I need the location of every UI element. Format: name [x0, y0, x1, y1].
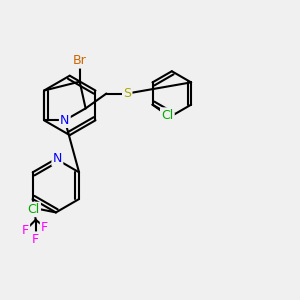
Text: F: F	[22, 224, 29, 237]
Text: Br: Br	[73, 54, 87, 67]
Text: F: F	[32, 233, 39, 246]
Text: N: N	[53, 152, 62, 165]
Text: Cl: Cl	[28, 203, 40, 216]
Text: Cl: Cl	[161, 109, 173, 122]
Text: F: F	[41, 221, 48, 234]
Text: S: S	[123, 87, 131, 100]
Text: N: N	[60, 114, 70, 127]
